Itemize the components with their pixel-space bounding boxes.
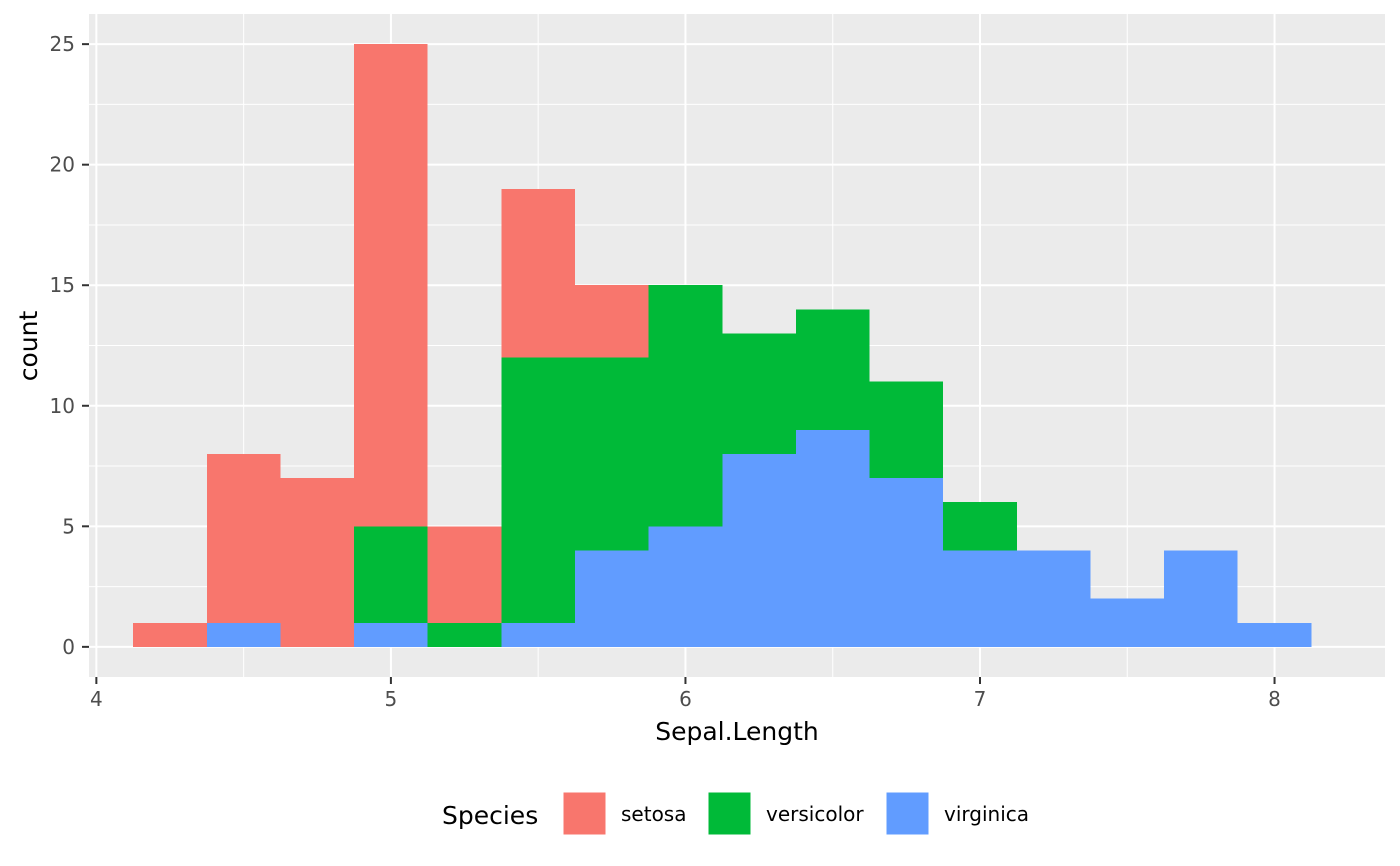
bar-versicolor — [648, 285, 723, 527]
x-tick-label: 4 — [90, 687, 103, 711]
bar-virginica — [1237, 622, 1312, 647]
x-axis: 4 5 6 7 8 — [90, 677, 1281, 711]
bar-versicolor — [869, 381, 944, 479]
bar-virginica — [722, 453, 796, 647]
bar-setosa — [354, 44, 428, 527]
bar-virginica — [943, 550, 1017, 647]
bar-versicolor — [501, 357, 575, 623]
bar-virginica — [1016, 550, 1091, 647]
legend-label-versicolor: versicolor — [766, 802, 864, 826]
y-tick-label: 20 — [50, 153, 75, 177]
bar-virginica — [575, 550, 649, 647]
bar-setosa — [427, 526, 502, 623]
bar-virginica — [501, 622, 575, 647]
bar-virginica — [206, 622, 281, 647]
x-tick-label: 6 — [679, 687, 692, 711]
histogram-bars — [133, 44, 1312, 647]
bar-setosa — [501, 188, 575, 358]
y-axis: 0 5 10 15 20 25 — [50, 32, 89, 659]
bar-virginica — [354, 622, 428, 647]
x-tick-label: 5 — [385, 687, 398, 711]
legend-key-virginica — [885, 791, 930, 836]
bar-versicolor — [795, 309, 870, 430]
x-tick-label: 8 — [1268, 687, 1281, 711]
legend-key-setosa — [562, 791, 607, 836]
legend-label-virginica: virginica — [944, 802, 1029, 826]
y-tick-label: 10 — [50, 394, 75, 418]
y-tick-label: 15 — [50, 273, 75, 297]
bar-setosa — [575, 285, 649, 358]
bar-versicolor — [427, 622, 502, 647]
x-axis-title: Sepal.Length — [655, 717, 819, 746]
legend: Species setosa versicolor virginica — [442, 791, 1029, 836]
y-tick-label: 0 — [62, 635, 75, 659]
bar-setosa — [206, 453, 281, 623]
x-tick-label: 7 — [974, 687, 987, 711]
bar-setosa — [280, 478, 355, 647]
bar-versicolor — [943, 502, 1017, 551]
y-tick-label: 25 — [50, 32, 75, 56]
bar-versicolor — [722, 333, 796, 454]
bar-virginica — [1090, 598, 1165, 647]
bar-virginica — [795, 429, 870, 647]
legend-key-versicolor — [707, 791, 752, 836]
bar-versicolor — [354, 526, 428, 623]
bar-virginica — [648, 526, 723, 647]
y-axis-title: count — [14, 311, 43, 382]
y-tick-label: 5 — [62, 514, 75, 538]
bar-versicolor — [575, 357, 649, 551]
bar-virginica — [1164, 550, 1238, 647]
bar-virginica — [869, 478, 944, 647]
legend-title: Species — [442, 801, 538, 830]
bar-setosa — [133, 622, 207, 647]
legend-label-setosa: setosa — [621, 802, 686, 826]
